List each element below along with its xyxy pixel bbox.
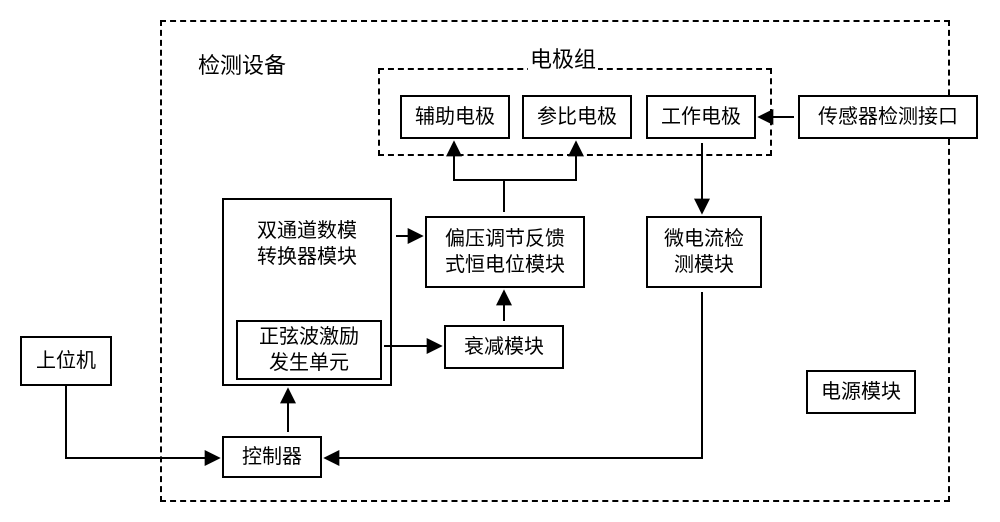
power-module-box: 电源模块 xyxy=(806,370,916,414)
ref-electrode-box: 参比电极 xyxy=(522,95,632,139)
micro-current-module-box: 微电流检 测模块 xyxy=(646,216,762,288)
attenuation-module-box: 衰减模块 xyxy=(444,325,564,369)
work-electrode-box: 工作电极 xyxy=(646,95,756,139)
dac-module-box: 双通道数模 转换器模块 正弦波激励 发生单元 xyxy=(222,198,392,386)
detection-device-label: 检测设备 xyxy=(196,48,288,80)
bias-module-box: 偏压调节反馈 式恒电位模块 xyxy=(425,216,585,288)
dac-module-label: 双通道数模 转换器模块 xyxy=(224,218,390,270)
electrode-group-label: 电极组 xyxy=(528,42,598,74)
aux-electrode-box: 辅助电极 xyxy=(400,95,510,139)
host-box: 上位机 xyxy=(20,336,112,386)
sensor-interface-box: 传感器检测接口 xyxy=(798,95,978,139)
sine-unit-box: 正弦波激励 发生单元 xyxy=(236,320,382,380)
diagram-canvas: 检测设备 电极组 上位机 控制器 双通道数模 转换器模块 正弦波激励 发生单元 … xyxy=(0,0,1000,522)
controller-box: 控制器 xyxy=(222,436,322,478)
